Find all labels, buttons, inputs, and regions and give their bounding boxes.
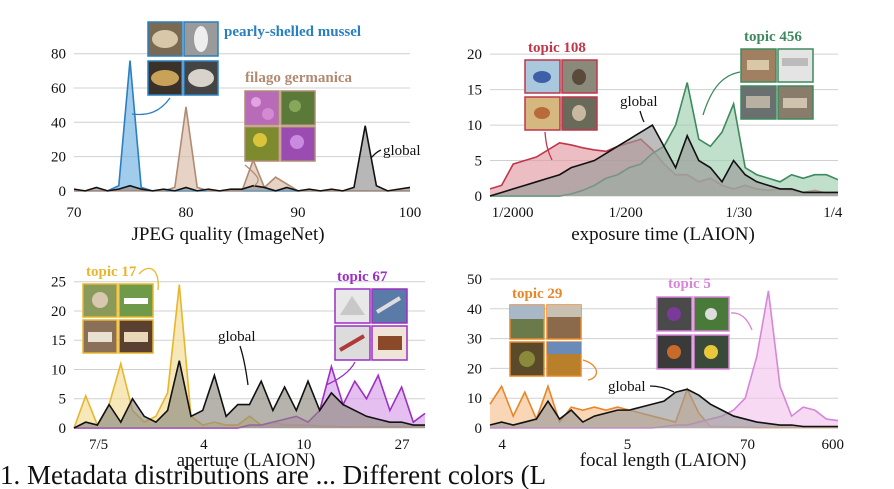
x-tick-label: 1/4 — [823, 205, 843, 221]
label-topic-17: topic 17 — [86, 264, 137, 280]
x-tick-label: 90 — [291, 205, 306, 221]
y-tick-label: 20 — [51, 150, 66, 166]
label-filago-germanica: filago germanica — [245, 70, 353, 86]
x-tick-label: 80 — [179, 205, 194, 221]
y-tick-label: 40 — [51, 115, 66, 131]
y-tick-label: 25 — [51, 275, 66, 291]
y-tick-label: 0 — [59, 421, 67, 437]
series-line-2 — [73, 360, 425, 429]
series-line-2 — [489, 388, 838, 428]
x-tick-label: 1/30 — [725, 205, 752, 221]
x-tick-labels: 4 5 70 600 — [498, 437, 844, 453]
x-axis-label: focal length (LAION) — [580, 450, 747, 471]
thumbnail-grid-topic-67 — [334, 288, 408, 361]
label-global: global — [608, 379, 646, 395]
series-group — [489, 290, 839, 429]
x-tick-label: 70 — [67, 205, 82, 221]
series-line-2 — [73, 125, 411, 192]
y-tick-label: 80 — [51, 47, 66, 63]
series-group — [489, 82, 839, 197]
series-group — [73, 284, 426, 429]
label-global: global — [620, 94, 658, 110]
y-tick-label: 5 — [59, 392, 67, 408]
thumbnail-grid-topic-108 — [524, 59, 598, 131]
pointer-arrow-topic-456 — [702, 71, 741, 116]
y-tick-label: 20 — [467, 361, 482, 377]
thumbnail-grid-mussel — [147, 21, 219, 96]
pointer-arrow-global — [649, 385, 675, 393]
label-global: global — [383, 143, 421, 159]
panel-aperture: 0 5 10 15 20 25 7/5 4 10 27 aperture (LAION) top… — [51, 264, 426, 471]
x-axis-label: exposure time (LAION) — [571, 224, 755, 245]
pointer-arrow-filago — [244, 164, 259, 187]
series-area-2 — [74, 360, 425, 428]
y-tick-label: 10 — [467, 391, 482, 407]
x-tick-labels: 7/5 4 10 27 — [89, 437, 410, 453]
series-area-2 — [490, 389, 838, 428]
thumbnail-grid-topic-456 — [740, 48, 814, 120]
x-tick-label: 1/2000 — [492, 205, 534, 221]
x-axis-label: JPEG quality (ImageNet) — [131, 224, 324, 245]
y-tick-label: 20 — [467, 47, 482, 63]
y-tick-labels: 0 10 20 30 40 50 — [467, 272, 482, 437]
y-tick-label: 5 — [475, 154, 483, 170]
y-tick-label: 10 — [467, 118, 482, 134]
pointer-arrow-global — [370, 149, 382, 159]
y-tick-label: 40 — [467, 302, 482, 318]
x-tick-labels: 1/2000 1/200 1/30 1/4 — [492, 205, 843, 221]
label-global: global — [218, 329, 256, 345]
label-topic-29: topic 29 — [512, 286, 562, 302]
series-group — [73, 60, 411, 192]
label-topic-5: topic 5 — [668, 276, 711, 292]
x-tick-label: 600 — [822, 437, 845, 453]
y-tick-label: 0 — [475, 421, 483, 437]
x-axis-label: aperture (LAION) — [177, 450, 316, 471]
pointer-arrow-topic-17 — [138, 267, 159, 291]
series-area-1 — [490, 290, 838, 428]
y-tick-label: 0 — [475, 189, 483, 205]
pointer-arrow-topic-108 — [544, 131, 553, 161]
pointer-arrow-global — [239, 345, 249, 386]
label-topic-67: topic 67 — [337, 269, 388, 285]
y-tick-label: 60 — [51, 81, 66, 97]
label-topic-456: topic 456 — [744, 29, 802, 45]
label-pearly-shelled-mussel: pearly-shelled mussel — [224, 24, 361, 40]
label-topic-108: topic 108 — [528, 40, 586, 56]
pointer-arrow-topic-5 — [730, 312, 753, 331]
y-tick-labels: 0 20 40 60 80 — [51, 47, 66, 200]
y-tick-labels: 0 5 10 15 20 — [467, 47, 482, 205]
x-tick-label: 5 — [624, 437, 632, 453]
thumbnail-grid-topic-5 — [656, 296, 730, 370]
y-tick-label: 0 — [59, 184, 67, 200]
y-tick-label: 15 — [467, 83, 482, 99]
thumbnail-grid-topic-29 — [509, 304, 582, 377]
series-line-2 — [489, 123, 838, 197]
x-tick-label: 4 — [200, 437, 208, 453]
y-tick-label: 30 — [467, 332, 482, 348]
pointer-arrow-topic-67 — [325, 361, 356, 386]
panel-focal-length: 0 10 20 30 40 50 4 5 70 600 focal length (LAION)… — [467, 272, 844, 471]
y-tick-label: 15 — [51, 333, 66, 349]
pointer-arrow-global — [639, 110, 645, 123]
x-tick-label: 4 — [498, 437, 506, 453]
x-tick-label: 27 — [395, 437, 411, 453]
x-tick-label: 7/5 — [89, 437, 108, 453]
figure-caption: 1. Metadata distributions are ... Differ… — [0, 462, 547, 489]
y-tick-labels: 0 5 10 15 20 25 — [51, 275, 66, 437]
thumbnail-grid-topic-17 — [82, 283, 154, 354]
x-tick-label: 70 — [740, 437, 755, 453]
x-tick-label: 1/200 — [609, 205, 643, 221]
x-tick-labels: 70 80 90 100 — [67, 205, 422, 221]
pointer-arrow-mussel — [131, 97, 171, 116]
y-tick-label: 50 — [467, 272, 482, 288]
pointer-arrow-topic-29 — [582, 359, 598, 381]
panel-jpeg-quality: 0 20 40 60 80 70 80 90 100 JPEG quality (ImageN… — [51, 21, 422, 245]
y-tick-label: 10 — [51, 362, 66, 378]
panel-exposure-time: 0 5 10 15 20 1/2000 1/200 1/30 1/4 exposure tim… — [467, 29, 843, 245]
x-tick-label: 10 — [296, 437, 311, 453]
thumbnail-grid-filago — [244, 90, 316, 162]
y-tick-label: 20 — [51, 304, 66, 320]
x-tick-label: 100 — [399, 205, 422, 221]
